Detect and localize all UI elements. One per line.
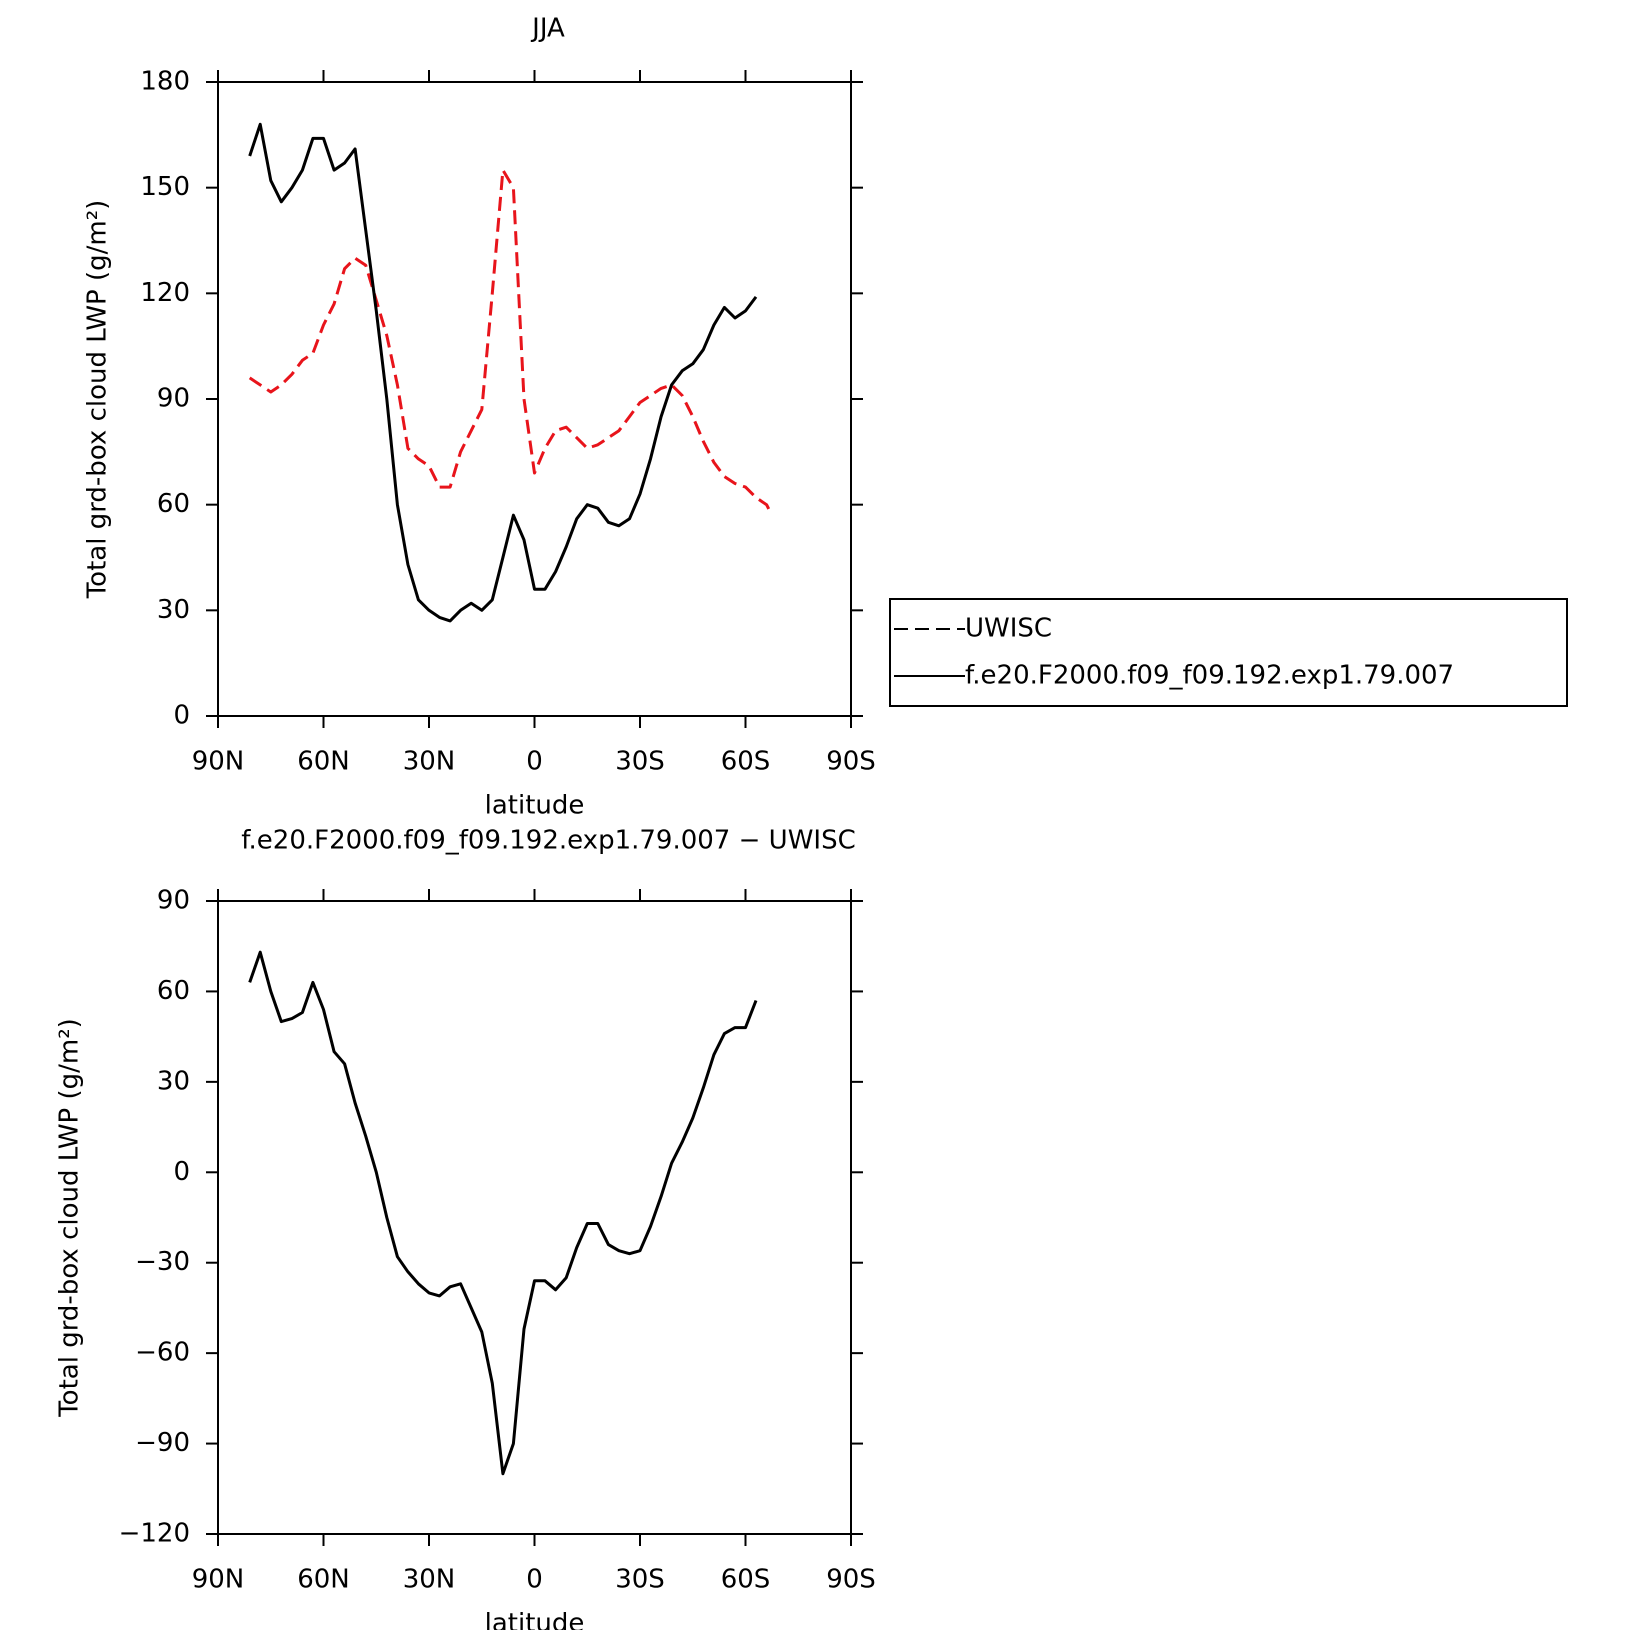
data-line bbox=[248, 168, 772, 513]
x-tick-label: 90S bbox=[826, 1565, 876, 1595]
x-tick-label: 30S bbox=[615, 1565, 665, 1595]
y-tick-label: 60 bbox=[157, 976, 190, 1006]
x-tick-label: 30S bbox=[615, 747, 665, 777]
y-tick-label: 0 bbox=[173, 1157, 190, 1187]
y-tick-label: −30 bbox=[135, 1247, 190, 1277]
x-axis-label: latitude bbox=[485, 1609, 585, 1630]
chart-title: JJA bbox=[530, 14, 565, 44]
x-tick-label: 60S bbox=[721, 747, 771, 777]
y-tick-label: 180 bbox=[140, 67, 190, 97]
y-tick-label: 30 bbox=[157, 595, 190, 625]
y-tick-label: −120 bbox=[119, 1519, 190, 1549]
legend-box bbox=[889, 598, 1568, 707]
y-tick-label: −60 bbox=[135, 1338, 190, 1368]
x-axis-label: latitude bbox=[485, 791, 585, 821]
x-tick-label: 60N bbox=[297, 747, 350, 777]
x-tick-label: 60S bbox=[721, 1565, 771, 1595]
data-line bbox=[248, 950, 758, 1476]
x-tick-label: 90S bbox=[826, 747, 876, 777]
y-tick-label: −90 bbox=[135, 1428, 190, 1458]
y-tick-label: 30 bbox=[157, 1066, 190, 1096]
x-tick-label: 0 bbox=[526, 1565, 543, 1595]
y-tick-label: 90 bbox=[157, 384, 190, 414]
data-line bbox=[248, 122, 758, 623]
y-tick-label: 90 bbox=[157, 886, 190, 916]
x-tick-label: 30N bbox=[403, 1565, 456, 1595]
legend-label: UWISC bbox=[965, 614, 1052, 644]
x-tick-label: 60N bbox=[297, 1565, 350, 1595]
x-tick-label: 90N bbox=[192, 1565, 245, 1595]
y-tick-label: 120 bbox=[140, 278, 190, 308]
x-tick-label: 30N bbox=[403, 747, 456, 777]
plot-frame bbox=[217, 900, 852, 1535]
x-tick-label: 90N bbox=[192, 747, 245, 777]
y-tick-label: 150 bbox=[140, 172, 190, 202]
y-axis-label: Total grd-box cloud LWP (g/m²) bbox=[55, 1018, 85, 1418]
y-axis-label: Total grd-box cloud LWP (g/m²) bbox=[83, 200, 113, 600]
legend-label: f.e20.F2000.f09_f09.192.exp1.79.007 bbox=[965, 661, 1454, 691]
y-tick-label: 0 bbox=[173, 701, 190, 731]
chart-title: f.e20.F2000.f09_f09.192.exp1.79.007 − UW… bbox=[241, 826, 855, 856]
x-tick-label: 0 bbox=[526, 747, 543, 777]
plot-frame bbox=[217, 81, 852, 717]
y-tick-label: 60 bbox=[157, 489, 190, 519]
